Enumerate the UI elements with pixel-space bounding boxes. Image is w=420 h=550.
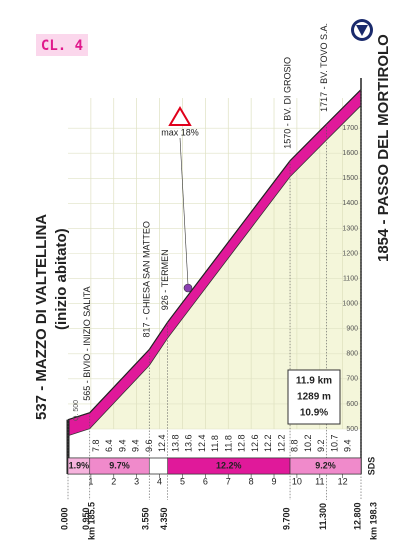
waypoint-label: 1570 - BV. DI GROSIO: [282, 57, 292, 149]
gradient-label: 10.2: [303, 434, 313, 452]
km-end: km 198.3: [368, 502, 378, 540]
segment-label: 9.2%: [315, 460, 336, 470]
gradient-label: 13.6: [184, 434, 194, 452]
waypoint-label: 926 - TERMEN: [160, 249, 170, 310]
segment-label: 9.7%: [109, 460, 130, 470]
km-tick-label: 2: [111, 476, 116, 486]
y-tick-label: 600: [346, 401, 358, 408]
max-pointer: [179, 137, 189, 286]
start-note: (inizio abitato): [53, 228, 70, 330]
warning-triangle: [168, 106, 192, 126]
gradient-label: 12.4: [197, 434, 207, 452]
distance-label: 9.700: [281, 507, 291, 530]
max-label: max 18%: [161, 127, 199, 137]
gradient-label: 12.8: [237, 434, 247, 452]
start-label: 537 - MAZZO DI VALTELLINA: [33, 214, 50, 420]
km-tick-label: 12: [338, 476, 348, 486]
max-point: [183, 283, 193, 293]
km-tick-label: 3: [134, 476, 139, 486]
y-tick-label: 1200: [342, 250, 358, 257]
distance-label: 11.300: [318, 503, 328, 530]
km-tick-label: 9: [272, 476, 277, 486]
summary-line: 11.9 km: [296, 376, 332, 387]
km-tick-label: 4: [157, 476, 162, 486]
base-label: Q. 500: [73, 400, 80, 421]
gradient-label: 11.8: [223, 435, 233, 452]
finish-arrow: [356, 25, 368, 36]
finish-icon: [351, 19, 373, 41]
finish-label: 1854 - PASSO DEL MORTIROLO: [375, 34, 392, 262]
y-tick-label: 700: [346, 376, 358, 383]
gradient-label: 9.6: [144, 439, 154, 452]
distance-label: 0.950: [81, 507, 91, 530]
km-tick-label: 10: [292, 476, 302, 486]
km-tick-label: 6: [203, 476, 208, 486]
km-start: km 185.5: [86, 502, 96, 540]
distance-label: 12.800: [352, 502, 362, 530]
km-tick-label: 8: [249, 476, 254, 486]
category-badge: CL. 4: [41, 38, 83, 54]
y-tick-label: 1300: [342, 225, 358, 232]
km-tick-label: 1: [88, 476, 93, 486]
distance-label: 3.550: [141, 507, 151, 530]
gradient-label: 12.2: [276, 434, 286, 452]
km-tick-label: 5: [180, 476, 185, 486]
summary-box: [287, 369, 341, 425]
waypoint-label: 1717 - BV. TOVO S.A.: [319, 23, 329, 112]
gradient-label: 9.4: [343, 439, 353, 452]
y-tick-label: 1500: [342, 175, 358, 182]
gradient-label: 10.7: [329, 434, 339, 452]
gradient-segment: [289, 457, 362, 475]
gradient-label: 12.4: [157, 434, 167, 452]
gradient-label: 9.4: [131, 439, 141, 452]
km-tick-label: 11: [315, 476, 324, 486]
plot: 500 600 700 800 900 1000 1100 1200 1300 1400 1500 1…: [33, 23, 392, 540]
gradient-label: 13.8: [170, 434, 180, 452]
gradient-label: 12.2: [263, 434, 273, 452]
y-tick-label: 1000: [342, 300, 358, 307]
gradient-label: 9.4: [117, 439, 127, 452]
y-tick-label: 800: [346, 351, 358, 358]
distance-label: 0.000: [59, 507, 69, 530]
km-tick-label: 7: [226, 476, 231, 486]
distance-label: 4.350: [159, 507, 169, 530]
badge-box: [36, 34, 88, 56]
gradient-label: 9.2: [316, 439, 326, 452]
segment-label: 1.9%: [69, 460, 90, 470]
gradient-label: 6.4: [104, 439, 114, 452]
y-tick-label: 1700: [342, 125, 358, 132]
gradient-label: 7.8: [91, 439, 101, 452]
summary-line: 10.9%: [300, 408, 328, 419]
logo: SDS: [366, 457, 376, 476]
gradient-label: 11.8: [210, 435, 220, 452]
gradient-segment: [89, 457, 150, 475]
gradient-label: 8.8: [290, 439, 300, 452]
segment-label: 12.2%: [216, 460, 242, 470]
y-tick-label: 500: [346, 426, 358, 433]
y-tick-label: 900: [346, 326, 358, 333]
gradient-label: 12.6: [250, 434, 260, 452]
y-tick-label: 1100: [343, 275, 358, 282]
y-tick-label: 1400: [342, 200, 358, 207]
waypoint-label: 817 - CHIESA SAN MATTEO: [142, 221, 152, 337]
summary-line: 1289 m: [297, 392, 331, 403]
waypoint-label: 565 - BIVIO - INIZIO SALITA: [82, 286, 92, 400]
y-tick-label: 1600: [342, 150, 358, 157]
